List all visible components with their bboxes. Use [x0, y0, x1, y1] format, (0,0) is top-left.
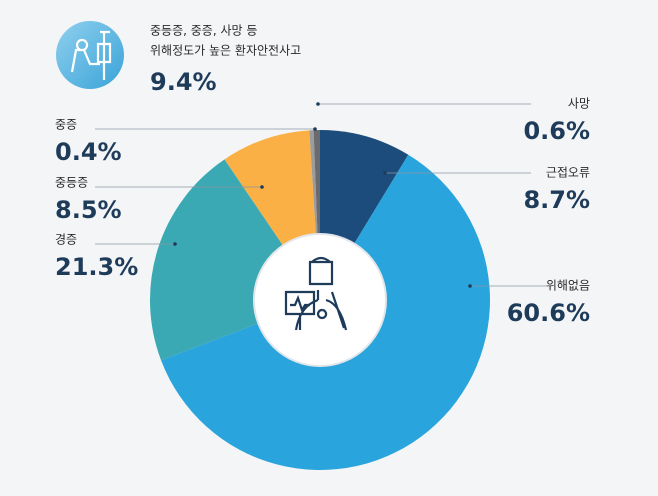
value-label: 0.4% [55, 138, 122, 166]
leader-dot [260, 185, 264, 189]
value-label: 21.3% [55, 253, 138, 281]
leader-dot [313, 127, 317, 131]
category-label: 근접오류 [546, 166, 590, 180]
center-icon [284, 256, 348, 331]
category-label: 사망 [568, 97, 590, 111]
value-label: 8.5% [55, 196, 122, 224]
highlight-value: 9.4% [150, 68, 217, 96]
category-label: 위해없음 [546, 279, 590, 293]
category-label: 중증 [55, 118, 77, 132]
leader-dot [173, 242, 177, 246]
header-icon [56, 21, 124, 89]
highlight-line: 중등증, 중증, 사망 등 [150, 24, 257, 38]
value-label: 60.6% [507, 299, 590, 327]
leader-dot [468, 284, 472, 288]
leader-dot [383, 171, 387, 175]
highlight-line: 위해정도가 높은 환자안전사고 [150, 44, 301, 58]
leader-dot [316, 102, 320, 106]
value-label: 0.6% [523, 117, 590, 145]
value-label: 8.7% [523, 186, 590, 214]
category-label: 중등증 [55, 176, 88, 190]
center-hole [253, 233, 387, 367]
category-label: 경증 [55, 233, 77, 247]
